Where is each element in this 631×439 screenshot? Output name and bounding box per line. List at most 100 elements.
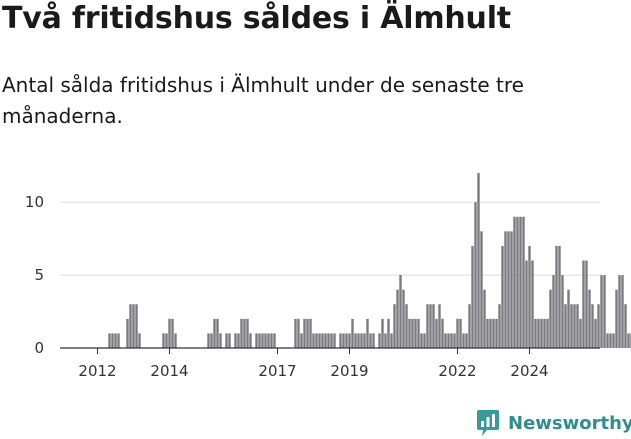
bar [402,289,405,348]
x-tick-label: 2022 [438,362,476,380]
bar [255,333,258,348]
bar [474,202,477,348]
bar [489,318,492,348]
bars [108,173,631,348]
y-axis-labels: 0 5 10 [25,193,44,357]
bar [129,304,132,348]
bar [561,275,564,348]
bar [444,333,447,348]
bar [318,333,321,348]
bar [171,318,174,348]
chart-title: Två fritidshus såldes i Älmhult [2,1,511,36]
bar [522,216,525,348]
bar [429,304,432,348]
bar [477,173,480,348]
bar [108,333,111,348]
bar [126,318,129,348]
bar [552,275,555,348]
bar [309,318,312,348]
bar [396,289,399,348]
bar [258,333,261,348]
x-axis-ticks: 2012 2014 2017 2019 2022 2024 [78,348,549,380]
bar [618,275,621,348]
bar [114,333,117,348]
bar [408,318,411,348]
bar [210,333,213,348]
bar [390,333,393,348]
x-tick-label: 2014 [150,362,188,380]
bar [168,318,171,348]
bar [261,333,264,348]
bar [600,275,603,348]
bar [516,216,519,348]
bar [381,318,384,348]
bar [468,304,471,348]
bar [525,260,528,348]
bar [507,231,510,348]
newsworthy-logo-text: Newsworthy [508,412,631,434]
bar [504,231,507,348]
bar [447,333,450,348]
bar [486,318,489,348]
bar [363,333,366,348]
bar [621,275,624,348]
bar [594,318,597,348]
bar [387,318,390,348]
bar [207,333,210,348]
bar [414,318,417,348]
bar [627,333,630,348]
bar [465,333,468,348]
bar [234,333,237,348]
bar [546,318,549,348]
bar [432,304,435,348]
bar [405,304,408,348]
bar [612,333,615,348]
bar [576,304,579,348]
bar [579,318,582,348]
bar [480,231,483,348]
bar [135,304,138,348]
bar [315,333,318,348]
bar [312,333,315,348]
bar [342,333,345,348]
bar [519,216,522,348]
bar [510,231,513,348]
y-tick-label: 5 [34,266,44,284]
bar [324,333,327,348]
newsworthy-logo-icon [477,410,499,436]
bar [513,216,516,348]
bar [357,333,360,348]
bar [237,333,240,348]
bar [240,318,243,348]
bar [369,333,372,348]
bar [165,333,168,348]
bar [537,318,540,348]
bar [597,304,600,348]
bar [540,318,543,348]
bar [249,333,252,348]
x-tick-label: 2019 [330,362,368,380]
bar [339,333,342,348]
bar [573,304,576,348]
bar [360,333,363,348]
bar [399,275,402,348]
bar [267,333,270,348]
bar [591,304,594,348]
bar [438,304,441,348]
bar [624,304,627,348]
y-tick-label: 10 [25,193,44,211]
bar [435,318,438,348]
bar [534,318,537,348]
bar [501,245,504,348]
bar [441,318,444,348]
bar [411,318,414,348]
bar [585,260,588,348]
bar [423,333,426,348]
bar [555,245,558,348]
bar [327,333,330,348]
bar [498,304,501,348]
bar [384,333,387,348]
bar [543,318,546,348]
bar [549,289,552,348]
